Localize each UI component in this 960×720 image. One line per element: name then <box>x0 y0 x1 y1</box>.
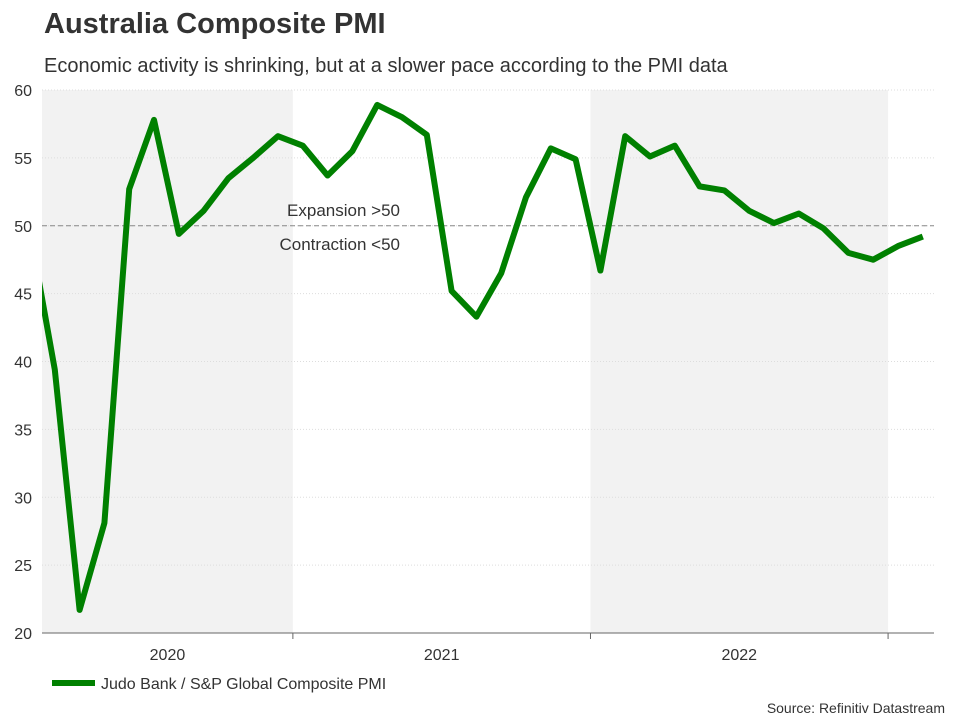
annotation: Expansion >50 <box>287 201 400 220</box>
y-tick-label: 50 <box>14 219 32 236</box>
chart-subtitle: Economic activity is shrinking, but at a… <box>44 55 729 77</box>
y-tick-label: 30 <box>14 490 32 507</box>
y-tick-label: 40 <box>14 355 32 372</box>
y-tick-label: 45 <box>14 287 32 304</box>
y-tick-label: 25 <box>14 558 32 575</box>
x-tick-label: 2020 <box>150 647 186 664</box>
y-tick-label: 20 <box>14 626 32 643</box>
y-tick-label: 55 <box>14 151 32 168</box>
x-tick-label: 2021 <box>424 647 460 664</box>
chart-title: Australia Composite PMI <box>44 8 386 40</box>
data-line <box>42 101 924 613</box>
source: Source: Refinitiv Datastream <box>767 700 945 716</box>
legend-label: Judo Bank / S&P Global Composite PMI <box>101 676 386 693</box>
year-band <box>590 90 889 633</box>
y-tick-label: 60 <box>14 83 32 100</box>
y-tick-label: 35 <box>14 422 32 439</box>
annotation: Contraction <50 <box>280 235 401 254</box>
x-tick-label: 2022 <box>721 647 757 664</box>
